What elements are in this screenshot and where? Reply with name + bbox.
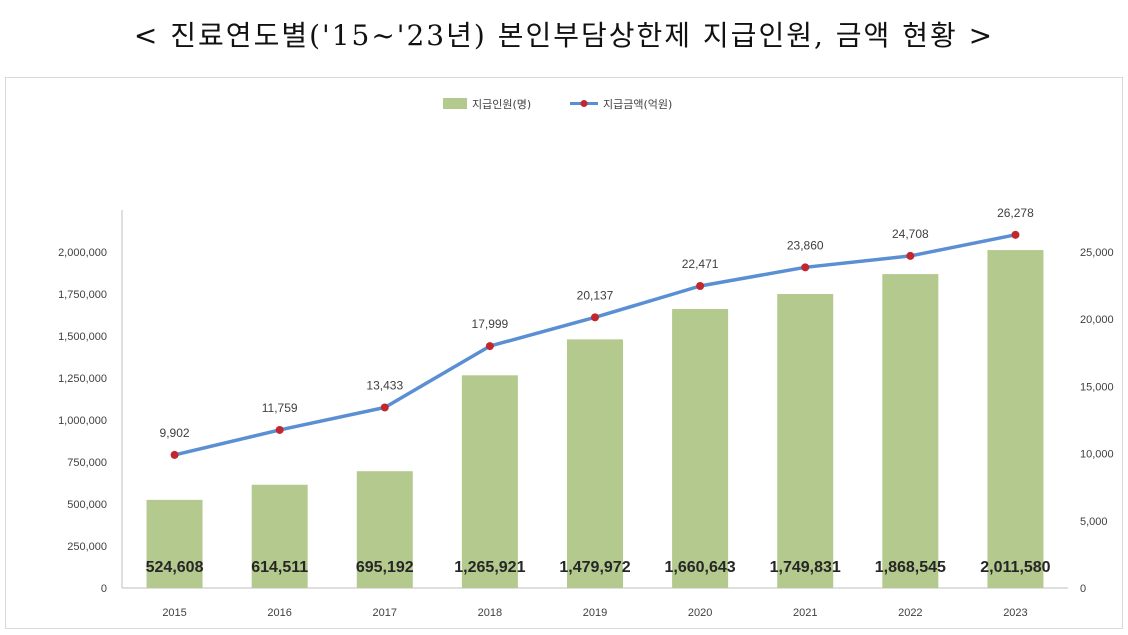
left-tick-label: 1,000,000 [58, 415, 107, 427]
line-value-label: 17,999 [472, 317, 509, 331]
line-point [485, 342, 494, 351]
line-value-label: 11,759 [262, 401, 298, 415]
right-tick-label: 10,000 [1080, 449, 1114, 461]
legend: 지급인원(명) 지급금액(억원) [443, 98, 672, 111]
chart-title: < 진료연도별('15~'23년) 본인부담상한제 지급인원, 금액 현황 > [133, 19, 995, 52]
bar-value-label: 1,660,643 [665, 559, 736, 576]
left-tick-label: 1,750,000 [58, 289, 107, 301]
x-tick-label: 2016 [267, 607, 291, 619]
bar [461, 375, 518, 588]
left-tick-label: 1,250,000 [58, 373, 107, 385]
bar-value-label: 1,868,545 [875, 559, 946, 576]
x-tick-label: 2023 [1003, 607, 1027, 619]
x-tick-label: 2020 [688, 607, 712, 619]
bar [987, 250, 1044, 588]
line-value-label: 24,708 [892, 227, 929, 241]
bar [882, 274, 939, 588]
right-tick-label: 25,000 [1080, 247, 1114, 259]
bar [146, 499, 203, 588]
x-tick-label: 2018 [478, 607, 502, 619]
line-point [170, 450, 179, 459]
bar [777, 294, 834, 588]
left-tick-label: 500,000 [67, 499, 107, 511]
bar [672, 309, 729, 588]
left-axis-ticks: 0 250,000 500,000 750,000 1,000,000 1,250,000… [58, 247, 107, 595]
x-tick-label: 2017 [373, 607, 397, 619]
legend-bar-label: 지급인원(명) [472, 98, 531, 111]
line-point [801, 263, 810, 272]
left-tick-label: 2,000,000 [58, 247, 107, 259]
bar-value-label: 695,192 [356, 559, 414, 576]
right-tick-label: 5,000 [1080, 516, 1108, 528]
line-layer: 9,902 11,759 13,433 17,999 20,137 22,471 23,86… [160, 206, 1034, 459]
left-tick-label: 1,500,000 [58, 331, 107, 343]
bar-value-label: 1,749,831 [770, 559, 841, 576]
bar-value-label: 2,011,580 [980, 559, 1050, 576]
legend-bar-swatch [443, 98, 467, 109]
x-tick-label: 2021 [793, 607, 817, 619]
x-tick-label: 2022 [898, 607, 922, 619]
right-tick-label: 0 [1080, 583, 1086, 595]
bars-layer: 524,608 614,511 695,192 1,265,921 1,479,972 1… [146, 250, 1051, 588]
line-point [380, 403, 389, 412]
bar [251, 484, 308, 588]
right-tick-label: 15,000 [1080, 381, 1114, 393]
legend-line-label: 지급금액(억원) [603, 98, 672, 111]
bar-value-label: 524,608 [146, 559, 204, 576]
bar-value-label: 1,265,921 [454, 559, 525, 576]
line-point [906, 251, 915, 260]
line-value-label: 23,860 [787, 238, 824, 252]
left-tick-label: 0 [101, 583, 107, 595]
line-value-label: 13,433 [366, 378, 403, 392]
bar-value-label: 614,511 [251, 559, 308, 576]
left-tick-label: 750,000 [67, 457, 107, 469]
line-value-label: 9,902 [160, 426, 190, 440]
bar [356, 471, 413, 588]
line-value-label: 20,137 [577, 288, 614, 302]
bar [567, 339, 623, 588]
line-value-label: 22,471 [682, 257, 719, 271]
line-value-label: 26,278 [997, 206, 1034, 220]
line-point [591, 313, 599, 322]
right-tick-label: 20,000 [1080, 314, 1114, 326]
x-axis-ticks: 2015 2016 2017 2018 2019 2020 2021 2022 2023 [162, 607, 1027, 619]
x-tick-label: 2019 [583, 607, 607, 619]
right-axis-ticks: 0 5,000 10,000 15,000 20,000 25,000 [1080, 247, 1114, 595]
bar-value-label: 1,479,972 [559, 559, 630, 576]
line-point [696, 281, 705, 290]
legend-line-marker [580, 100, 588, 107]
line-point [275, 425, 284, 434]
line-point [1011, 230, 1020, 239]
left-tick-label: 250,000 [67, 541, 107, 553]
x-tick-label: 2015 [162, 607, 186, 619]
